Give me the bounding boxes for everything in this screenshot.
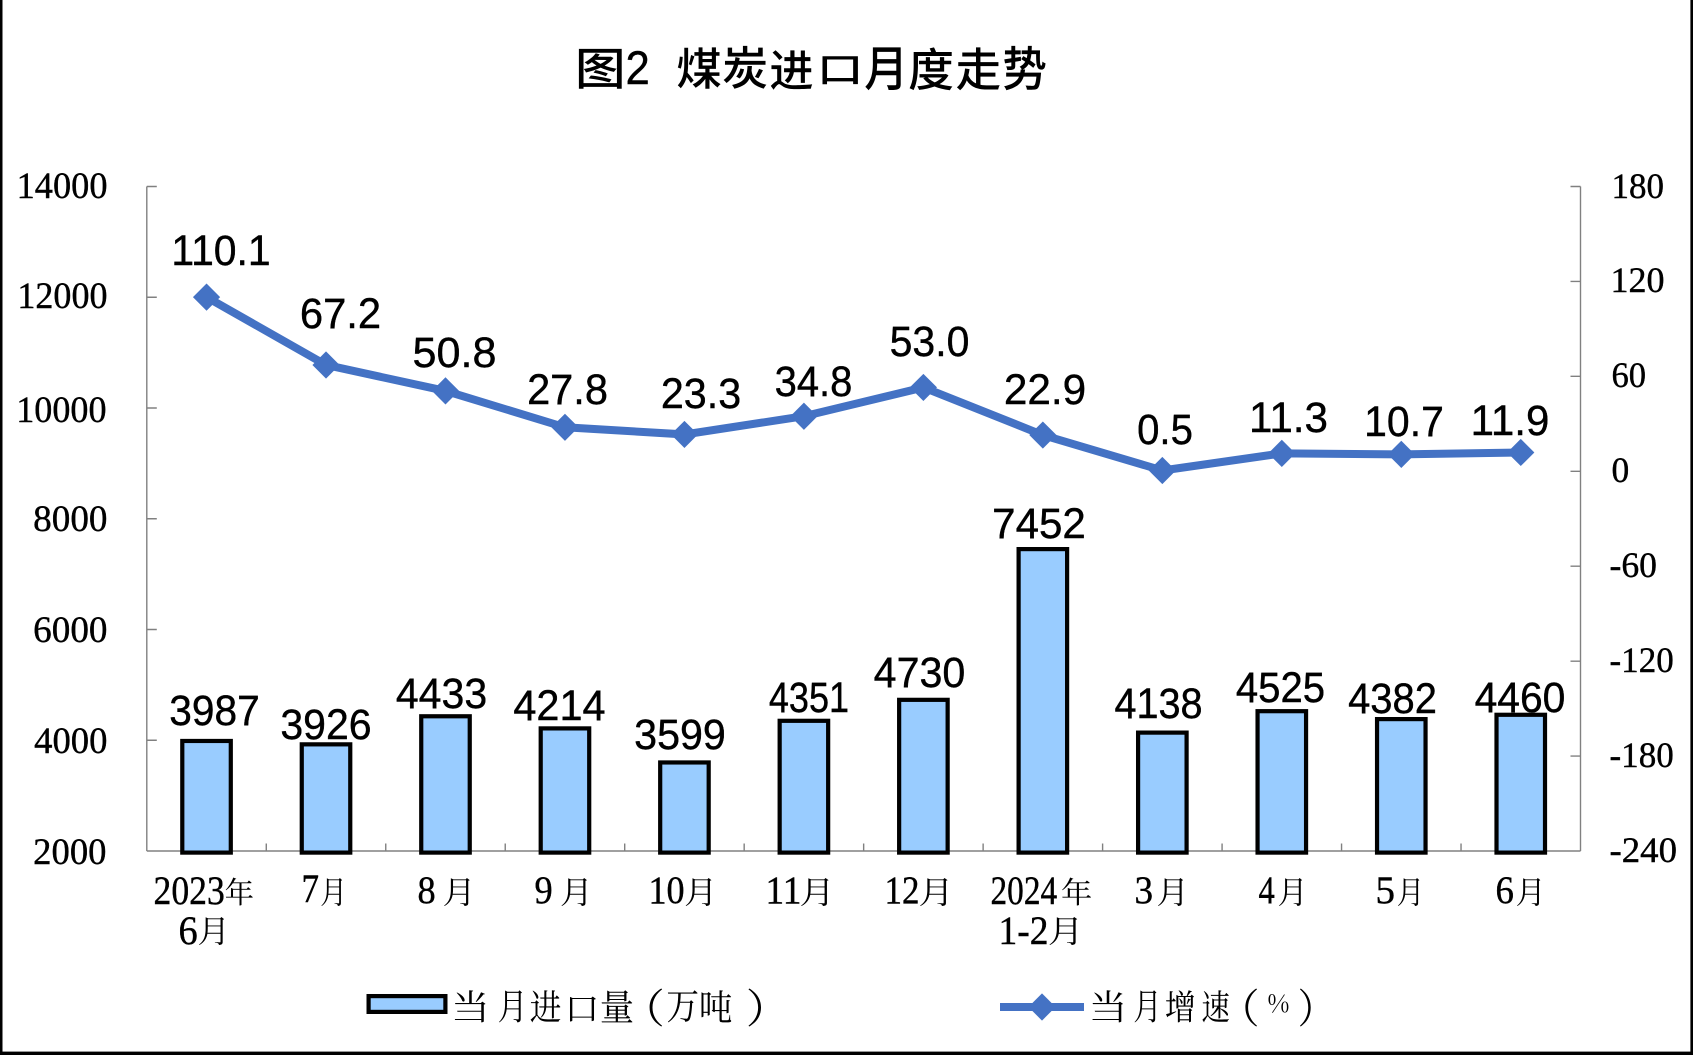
svg-text:0: 0: [1612, 450, 1630, 490]
svg-text:6: 6: [1496, 868, 1514, 912]
svg-text:4: 4: [1259, 868, 1275, 912]
svg-text:11: 11: [766, 868, 802, 912]
svg-text:22.9: 22.9: [1004, 367, 1086, 414]
svg-text:23.3: 23.3: [661, 371, 741, 418]
svg-text:120: 120: [1611, 260, 1665, 300]
svg-text:10000: 10000: [16, 389, 106, 430]
svg-text:3926: 3926: [280, 702, 371, 749]
svg-text:4214: 4214: [513, 683, 605, 730]
svg-text:3: 3: [1135, 868, 1154, 912]
svg-text:6: 6: [179, 908, 198, 953]
svg-text:27.8: 27.8: [527, 367, 608, 414]
svg-text:180: 180: [1612, 166, 1664, 206]
svg-text:10.7: 10.7: [1364, 399, 1444, 446]
svg-text:5: 5: [1376, 868, 1396, 912]
svg-text:12000: 12000: [17, 275, 107, 316]
svg-text:4525: 4525: [1236, 665, 1325, 712]
svg-text:-60: -60: [1610, 545, 1657, 585]
svg-text:34.8: 34.8: [775, 359, 853, 406]
svg-text:-240: -240: [1610, 830, 1678, 870]
svg-text:8000: 8000: [33, 498, 107, 539]
svg-text:110.1: 110.1: [171, 228, 270, 275]
svg-text:2: 2: [626, 42, 650, 95]
svg-text:4382: 4382: [1348, 676, 1437, 723]
svg-text:14000: 14000: [17, 165, 108, 206]
svg-text:53.0: 53.0: [890, 319, 970, 366]
svg-text:50.8: 50.8: [413, 330, 497, 377]
svg-text:2024: 2024: [991, 868, 1058, 913]
svg-text:10: 10: [649, 868, 685, 912]
svg-text:2000: 2000: [33, 831, 106, 872]
svg-text:4138: 4138: [1114, 681, 1202, 728]
svg-text:4433: 4433: [396, 671, 487, 718]
svg-text:1-2: 1-2: [999, 908, 1049, 953]
svg-text:60: 60: [1612, 355, 1647, 395]
svg-text:12: 12: [885, 868, 920, 912]
svg-text:-120: -120: [1610, 640, 1674, 680]
svg-text:6000: 6000: [33, 609, 107, 650]
svg-text:9: 9: [535, 868, 553, 912]
svg-text:4730: 4730: [874, 650, 966, 697]
svg-text:4351: 4351: [769, 675, 849, 722]
svg-text:-180: -180: [1610, 735, 1674, 775]
svg-text:8: 8: [418, 868, 436, 912]
svg-text:4000: 4000: [34, 720, 107, 761]
svg-text:3599: 3599: [634, 712, 726, 759]
svg-text:0.5: 0.5: [1137, 407, 1193, 454]
svg-text:2023: 2023: [154, 868, 225, 913]
svg-text:4460: 4460: [1475, 675, 1566, 722]
svg-text:3987: 3987: [169, 688, 259, 735]
svg-text:11.3: 11.3: [1249, 395, 1328, 442]
svg-text:7: 7: [302, 866, 320, 911]
svg-text:11.9: 11.9: [1471, 398, 1550, 445]
svg-text:67.2: 67.2: [300, 291, 381, 338]
svg-text:7452: 7452: [992, 501, 1086, 548]
